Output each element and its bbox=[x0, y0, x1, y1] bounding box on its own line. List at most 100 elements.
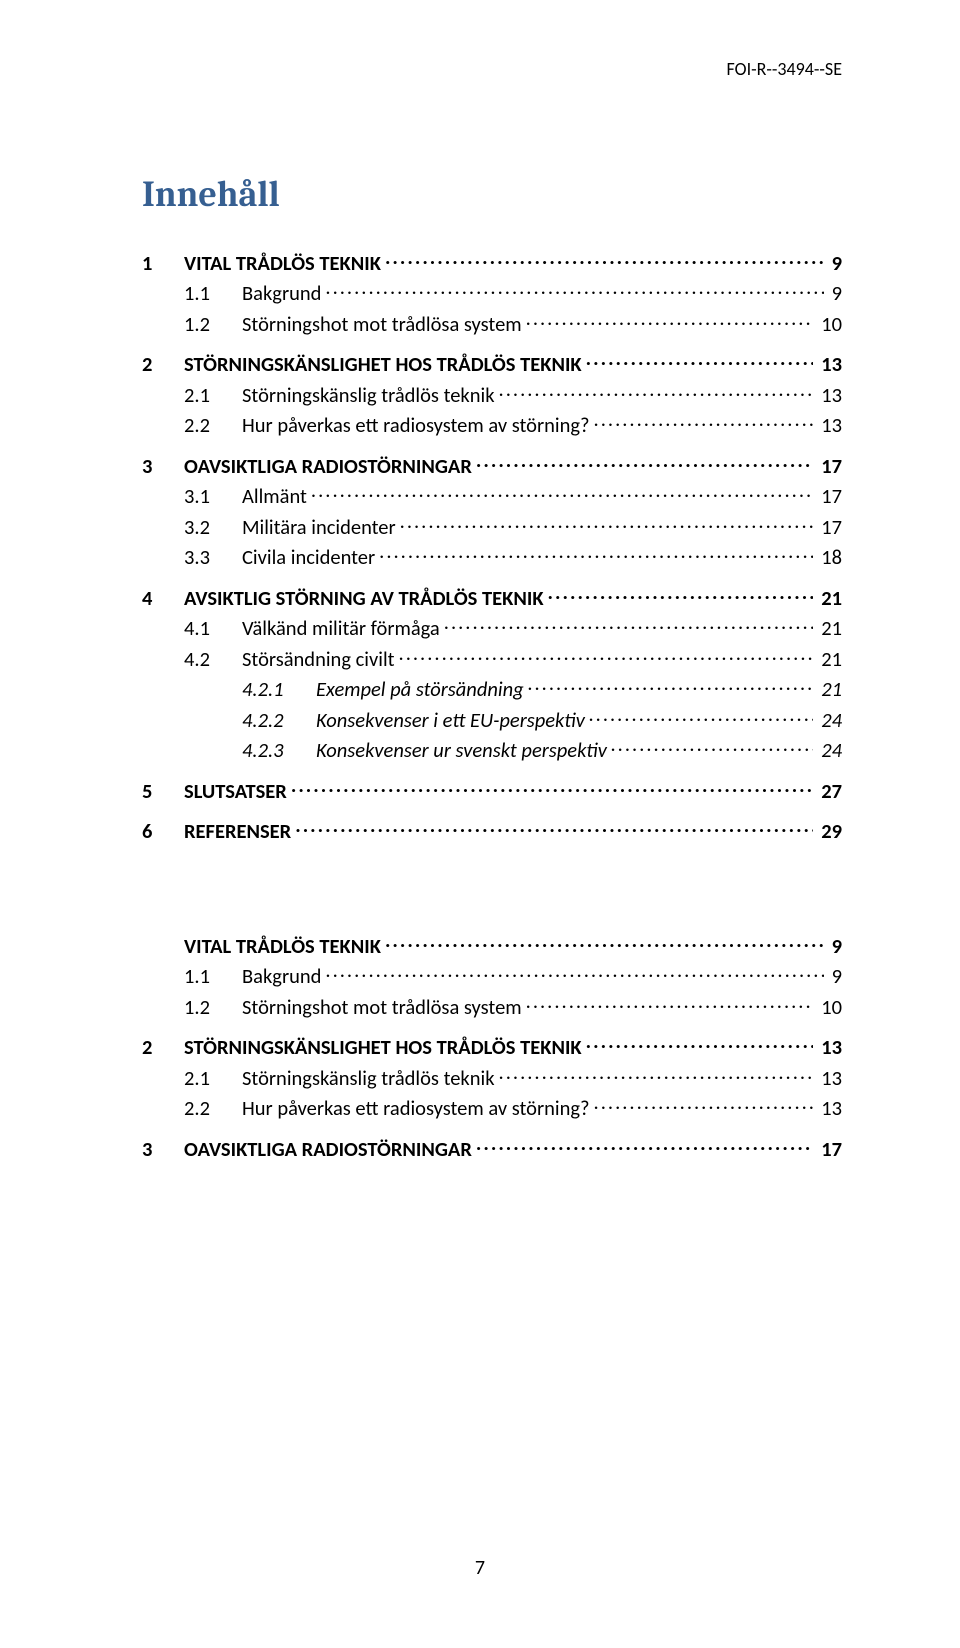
toc-entry: 6REFERENSER 29 bbox=[142, 818, 842, 845]
toc-entry: 2.2Hur påverkas ett radiosystem av störn… bbox=[142, 1095, 842, 1122]
toc-leader-dots bbox=[325, 963, 823, 984]
toc-entry-number: 4.2.3 bbox=[242, 737, 316, 763]
toc-entry: 4.2.2Konsekvenser i ett EU-perspektiv24 bbox=[142, 706, 842, 733]
toc-entry-number: 3.1 bbox=[184, 483, 242, 509]
toc-leader-dots bbox=[526, 993, 814, 1014]
toc-leader-dots bbox=[400, 513, 814, 534]
toc-leader-dots bbox=[589, 706, 813, 727]
toc-entry: 3.2Militära incidenter 17 bbox=[142, 513, 842, 540]
toc-entry: 1VITAL TRÅDLÖS TEKNIK 9 bbox=[142, 249, 842, 276]
toc-entry-page: 27 bbox=[817, 778, 842, 804]
toc-entry-number: 2 bbox=[142, 351, 184, 377]
toc-entry: 2.2Hur påverkas ett radiosystem av störn… bbox=[142, 412, 842, 439]
toc-entry-number: 2.2 bbox=[184, 412, 242, 438]
toc-entry-number: 1 bbox=[142, 250, 184, 276]
toc-entry-label: Konsekvenser ur svenskt perspektiv bbox=[316, 737, 607, 763]
toc-entry-label: Militära incidenter bbox=[242, 514, 396, 540]
toc-entry-label: Bakgrund bbox=[242, 963, 321, 989]
toc-entry-page: 13 bbox=[817, 351, 842, 377]
toc-entry-label: AVSIKTLIG STÖRNING AV TRÅDLÖS TEKNIK bbox=[184, 585, 544, 611]
toc-entry-page: 17 bbox=[817, 1136, 842, 1162]
toc-entry-number: 6 bbox=[142, 818, 184, 844]
toc-entry-label: Störningshot mot trådlösa system bbox=[242, 311, 522, 337]
toc-entry-number: 3 bbox=[142, 453, 184, 479]
toc-entry: 3.3Civila incidenter18 bbox=[142, 544, 842, 571]
toc-entry: 1.2Störningshot mot trådlösa system 10 bbox=[142, 993, 842, 1020]
toc-entry: 1.1Bakgrund9 bbox=[142, 280, 842, 307]
toc-entry: VITAL TRÅDLÖS TEKNIK9 bbox=[142, 932, 842, 959]
toc-entry-page: 21 bbox=[817, 676, 842, 702]
toc-entry: 3.1Allmänt17 bbox=[142, 483, 842, 510]
toc-entry-page: 9 bbox=[828, 280, 842, 306]
toc-entry-label: SLUTSATSER bbox=[184, 778, 287, 804]
toc-entry-label: Allmänt bbox=[242, 483, 307, 509]
toc-entry: 5SLUTSATSER 27 bbox=[142, 777, 842, 804]
toc-entry-number: 2.2 bbox=[184, 1095, 242, 1121]
toc-entry-page: 10 bbox=[817, 311, 842, 337]
toc-entry-page: 13 bbox=[817, 1034, 842, 1060]
toc-entry: 2STÖRNINGSKÄNSLIGHET HOS TRÅDLÖS TEKNIK 1… bbox=[142, 351, 842, 378]
toc-entry-page: 9 bbox=[828, 963, 842, 989]
toc-entry-number: 1.2 bbox=[184, 311, 242, 337]
page-number-footer: 7 bbox=[0, 1556, 960, 1580]
toc-entry: 4.2.3Konsekvenser ur svenskt perspektiv2… bbox=[142, 737, 842, 764]
toc-entry-label: VITAL TRÅDLÖS TEKNIK bbox=[184, 250, 381, 276]
toc-entry-number: 2.1 bbox=[184, 382, 242, 408]
toc-entry-number: 4 bbox=[142, 585, 184, 611]
toc-entry-page: 29 bbox=[817, 818, 842, 844]
toc-entry-page: 21 bbox=[817, 615, 842, 641]
toc-entry: 4.1Välkänd militär förmåga21 bbox=[142, 615, 842, 642]
toc-entry-number: 3.3 bbox=[184, 544, 242, 570]
toc-entry-page: 10 bbox=[817, 994, 842, 1020]
toc-entry-label: Störsändning civilt bbox=[242, 646, 395, 672]
toc-entry-number: 2.1 bbox=[184, 1065, 242, 1091]
toc-leader-dots bbox=[295, 818, 813, 839]
toc-entry-number: 4.2 bbox=[184, 646, 242, 672]
toc-entry-label: Konsekvenser i ett EU-perspektiv bbox=[316, 707, 585, 733]
toc-entry-label: Hur påverkas ett radiosystem av störning… bbox=[242, 1095, 590, 1121]
toc-entry: 1.1Bakgrund9 bbox=[142, 963, 842, 990]
toc-entry-label: Hur påverkas ett radiosystem av störning… bbox=[242, 412, 590, 438]
toc-entry-number: 1.2 bbox=[184, 994, 242, 1020]
toc-leader-dots bbox=[476, 452, 813, 473]
toc-leader-dots bbox=[499, 381, 814, 402]
toc-leader-dots bbox=[526, 310, 814, 331]
toc-entry: 3OAVSIKTLIGA RADIOSTÖRNINGAR 17 bbox=[142, 1135, 842, 1162]
toc-leader-dots bbox=[444, 615, 813, 636]
toc-entry: 4AVSIKTLIG STÖRNING AV TRÅDLÖS TEKNIK 21 bbox=[142, 584, 842, 611]
toc-entry: 3OAVSIKTLIGA RADIOSTÖRNINGAR17 bbox=[142, 452, 842, 479]
toc-leader-dots bbox=[528, 676, 814, 697]
toc-entry-label: OAVSIKTLIGA RADIOSTÖRNINGAR bbox=[184, 1136, 472, 1162]
toc-entry-label: Störningshot mot trådlösa system bbox=[242, 994, 522, 1020]
toc-entry-label: REFERENSER bbox=[184, 818, 291, 844]
toc-entry-page: 17 bbox=[817, 514, 842, 540]
toc-leader-dots bbox=[611, 737, 813, 758]
toc-leader-dots bbox=[548, 584, 814, 605]
toc-entry-number: 5 bbox=[142, 778, 184, 804]
toc-leader-dots bbox=[594, 412, 814, 433]
toc-entry-label: Bakgrund bbox=[242, 280, 321, 306]
toc-entry-page: 13 bbox=[817, 382, 842, 408]
toc-entry-number: 3 bbox=[142, 1136, 184, 1162]
toc-leader-dots bbox=[476, 1135, 813, 1156]
header-doc-id: FOI-R--3494--SE bbox=[727, 58, 842, 80]
toc-entry-label: STÖRNINGSKÄNSLIGHET HOS TRÅDLÖS TEKNIK bbox=[184, 1034, 582, 1060]
toc-block-1: 1VITAL TRÅDLÖS TEKNIK91.1Bakgrund91.2Stö… bbox=[142, 249, 842, 844]
toc-entry-page: 21 bbox=[817, 646, 842, 672]
toc-entry: 2.1Störningskänslig trådlös teknik13 bbox=[142, 381, 842, 408]
toc-entry-label: OAVSIKTLIGA RADIOSTÖRNINGAR bbox=[184, 453, 472, 479]
toc-leader-dots bbox=[586, 1034, 814, 1055]
toc-entry-number: 3.2 bbox=[184, 514, 242, 540]
toc-leader-dots bbox=[311, 483, 813, 504]
toc-block-2: VITAL TRÅDLÖS TEKNIK91.1Bakgrund91.2Stör… bbox=[142, 932, 842, 1162]
toc-leader-dots bbox=[594, 1095, 814, 1116]
page-title: Innehåll bbox=[142, 174, 842, 215]
toc-entry-number: 4.2.2 bbox=[242, 707, 316, 733]
toc-entry-page: 9 bbox=[828, 250, 842, 276]
toc-entry: 2STÖRNINGSKÄNSLIGHET HOS TRÅDLÖS TEKNIK1… bbox=[142, 1034, 842, 1061]
toc-entry-page: 21 bbox=[817, 585, 842, 611]
toc-leader-dots bbox=[586, 351, 814, 372]
toc-entry-label: Exempel på störsändning bbox=[316, 676, 524, 702]
toc-entry-page: 13 bbox=[817, 412, 842, 438]
toc-entry-label: STÖRNINGSKÄNSLIGHET HOS TRÅDLÖS TEKNIK bbox=[184, 351, 582, 377]
